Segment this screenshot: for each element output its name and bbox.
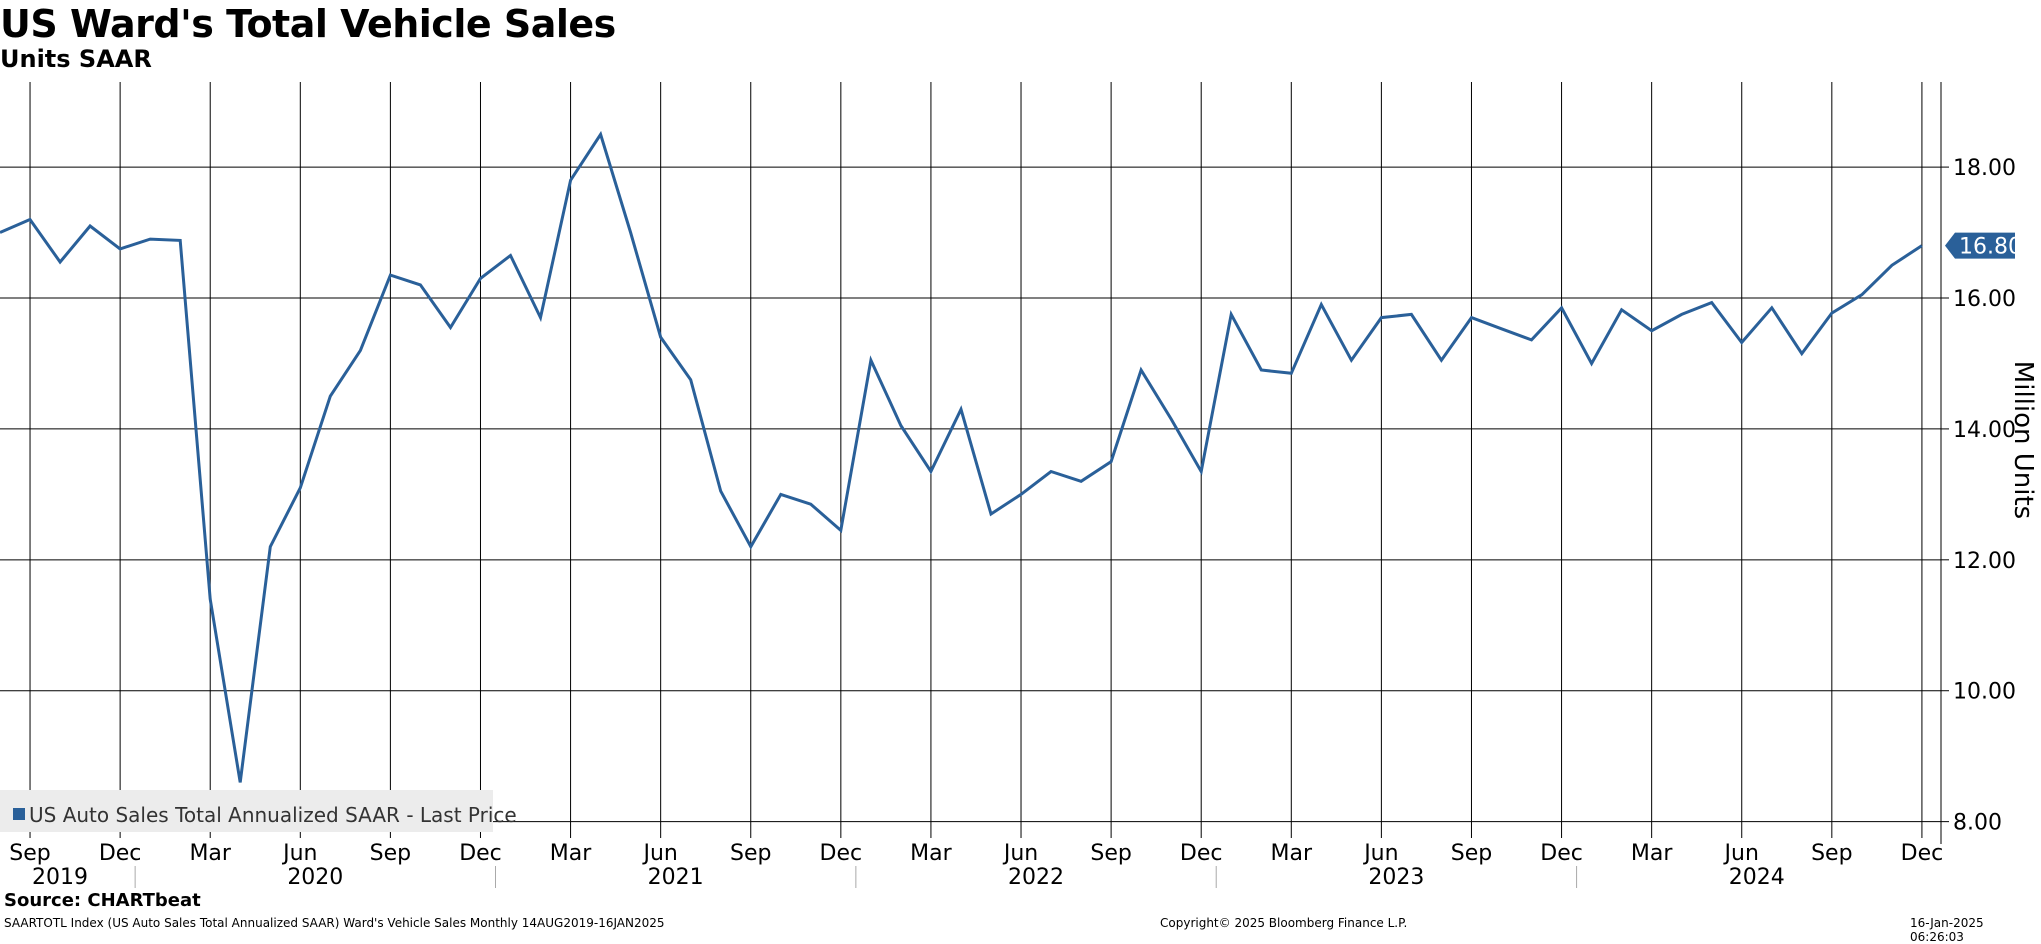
x-tick-label: Dec bbox=[459, 841, 502, 866]
chart-subtitle: Units SAAR bbox=[0, 45, 152, 73]
y-axis-title: Million Units bbox=[2008, 361, 2038, 519]
timestamp: 16-Jan-2025 06:26:03 bbox=[1910, 916, 1984, 944]
y-tick-label: 8.00 bbox=[1953, 811, 2002, 836]
x-tick-label: Mar bbox=[189, 841, 231, 866]
x-tick-label: Mar bbox=[1631, 841, 1673, 866]
legend-background bbox=[0, 790, 493, 832]
x-tick-label: Jun bbox=[1723, 841, 1759, 866]
copyright-notice: Copyright© 2025 Bloomberg Finance L.P. bbox=[1160, 916, 1408, 930]
x-tick-label: Jun bbox=[1362, 841, 1398, 866]
x-tick-label: Sep bbox=[1090, 841, 1131, 866]
x-tick-label: Dec bbox=[1540, 841, 1583, 866]
series-line bbox=[0, 130, 1923, 783]
y-tick-label: 12.00 bbox=[1953, 549, 2016, 574]
x-tick-label: Mar bbox=[550, 841, 592, 866]
x-tick-label: Dec bbox=[1901, 841, 1944, 866]
year-label: 2020 bbox=[287, 865, 343, 890]
year-label: 2019 bbox=[32, 865, 88, 890]
legend-label: US Auto Sales Total Annualized SAAR - La… bbox=[29, 803, 517, 827]
x-tick-label: Sep bbox=[730, 841, 771, 866]
year-label: 2023 bbox=[1368, 865, 1424, 890]
x-tick-label: Mar bbox=[910, 841, 952, 866]
x-tick-label: Jun bbox=[1002, 841, 1038, 866]
y-tick-label: 14.00 bbox=[1953, 418, 2016, 443]
y-tick-label: 16.00 bbox=[1953, 287, 2016, 312]
legend-swatch bbox=[13, 808, 25, 820]
y-tick-label: 10.00 bbox=[1953, 680, 2016, 705]
x-tick-label: Sep bbox=[1811, 841, 1852, 866]
x-tick-label: Jun bbox=[281, 841, 317, 866]
x-tick-label: Mar bbox=[1271, 841, 1313, 866]
last-value-label: 16.80 bbox=[1959, 235, 2022, 260]
year-label: 2024 bbox=[1729, 865, 1785, 890]
series-description: SAARTOTL Index (US Auto Sales Total Annu… bbox=[4, 916, 665, 930]
legend: US Auto Sales Total Annualized SAAR - La… bbox=[0, 790, 517, 832]
year-label: 2022 bbox=[1008, 865, 1064, 890]
year-label: 2021 bbox=[648, 865, 704, 890]
x-tick-label: Sep bbox=[9, 841, 50, 866]
x-tick-label: Dec bbox=[1180, 841, 1223, 866]
last-value-flag bbox=[1945, 232, 2015, 259]
x-tick-label: Dec bbox=[99, 841, 142, 866]
x-tick-label: Jun bbox=[641, 841, 677, 866]
source-label: Source: CHARTbeat bbox=[4, 890, 201, 911]
chart-title: US Ward's Total Vehicle Sales bbox=[0, 2, 616, 46]
x-tick-label: Sep bbox=[1451, 841, 1492, 866]
x-tick-label: Dec bbox=[820, 841, 863, 866]
y-tick-label: 18.00 bbox=[1953, 156, 2016, 181]
x-tick-label: Sep bbox=[370, 841, 411, 866]
